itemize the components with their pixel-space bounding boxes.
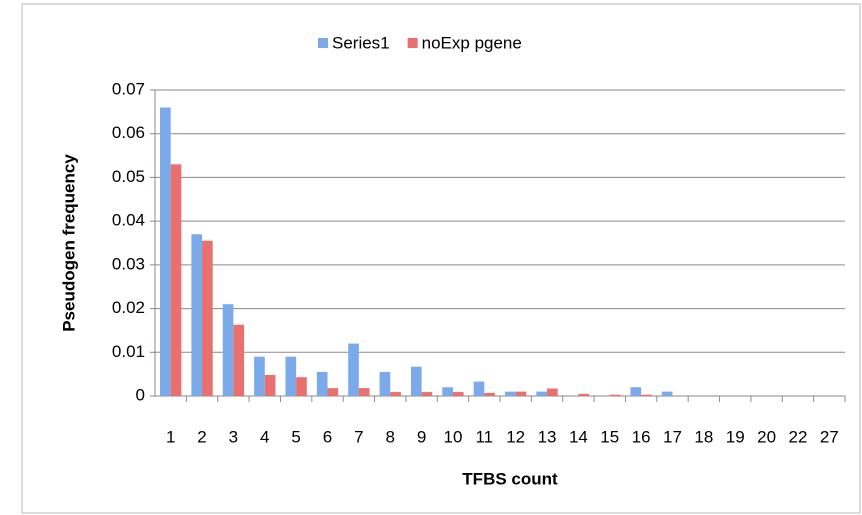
x-tick-label: 2 [197,427,206,446]
y-tick-label: 0.03 [112,254,145,273]
bar [536,391,548,396]
bar [191,234,203,396]
bar [661,391,673,396]
y-tick-label: 0.02 [112,298,145,317]
bar [202,240,213,396]
bar [547,388,558,396]
y-tick-label: 0 [136,385,145,404]
y-tick-label: 0.04 [112,211,145,230]
x-tick-label: 8 [385,427,394,446]
y-tick-label: 0.06 [112,123,145,142]
bar [641,394,652,396]
bar [484,392,495,396]
x-tick-label: 14 [569,427,588,446]
bar [473,381,485,396]
bar [170,164,182,396]
bar [222,304,234,396]
bar [442,387,453,396]
x-tick-label: 16 [632,427,651,446]
x-tick-label: 27 [820,427,839,446]
bar [515,391,527,396]
x-tick-label: 6 [323,427,332,446]
bar [452,392,464,396]
bar [327,388,339,396]
x-tick-label: 22 [788,427,807,446]
bar [505,391,516,396]
bar [348,343,359,396]
bar [578,393,590,396]
bar [358,388,370,396]
legend-swatch [318,38,328,48]
x-tick-label: 12 [506,427,525,446]
x-tick-label: 11 [475,427,493,446]
y-tick-label: 0.07 [112,79,145,98]
x-tick-label: 18 [694,427,713,446]
bar [296,377,307,396]
x-tick-label: 9 [417,427,426,446]
bar [421,392,433,396]
bar [609,394,621,396]
x-tick-label: 20 [757,427,776,446]
x-tick-label: 7 [354,427,363,446]
bar [630,387,642,396]
y-axis-title: Pseudogen frequency [59,154,78,332]
bar [410,366,422,396]
bar [264,375,276,396]
x-tick-label: 5 [291,427,300,446]
bar [160,107,171,396]
x-tick-label: 13 [538,427,557,446]
x-tick-label: 1 [166,427,175,446]
x-tick-label: 19 [726,427,745,446]
legend-swatch [407,38,418,48]
x-axis-title: TFBS count [462,469,558,488]
x-tick-label: 17 [663,427,682,446]
bar [254,356,265,396]
x-tick-label: 3 [229,427,238,446]
bar [390,392,401,396]
bar [379,371,391,396]
bar [233,324,245,396]
y-tick-label: 0.01 [112,342,145,361]
bar [316,371,328,396]
x-tick-label: 4 [260,427,269,446]
legend-label: Series1 [332,33,390,52]
x-tick-label: 10 [443,427,462,446]
legend-label: noExp pgene [422,33,522,52]
y-tick-label: 0.05 [112,167,145,186]
bar [285,356,297,396]
x-tick-label: 15 [600,427,619,446]
